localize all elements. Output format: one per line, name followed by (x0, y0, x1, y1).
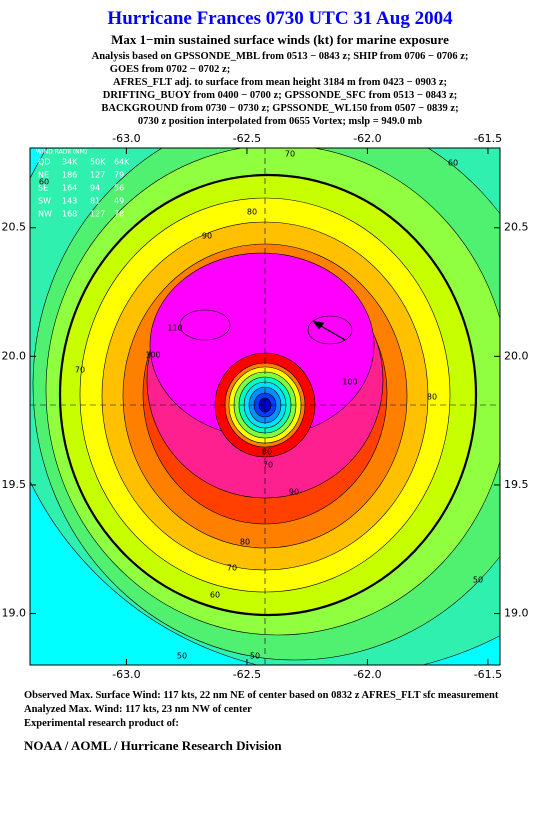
wind-radii-cell: SW (38, 197, 51, 206)
analysis-line: 0730 z position interpolated from 0655 V… (137, 116, 423, 127)
y-tick-label: 20.0 (504, 349, 529, 362)
wind-radii-cell: SE (38, 184, 48, 193)
contour-label: 70 (75, 366, 85, 375)
analysis-line: DRIFTING_BUOY from 0400 − 0700 z; GPSSON… (102, 90, 458, 101)
contour-label: 80 (240, 538, 250, 547)
wind-radii-cell: 127 (90, 171, 105, 180)
y-tick-label: 20.5 (2, 221, 27, 234)
y-tick-label: 19.0 (2, 607, 27, 620)
x-tick-label: -61.5 (474, 132, 502, 145)
contour-label: 50 (473, 576, 483, 585)
title: Hurricane Frances 0730 UTC 31 Aug 2004 (107, 8, 453, 29)
x-tick-label: -63.0 (112, 132, 140, 145)
wind-radii-title: WIND RADII (NM) (36, 149, 87, 156)
wind-radii-cell: 164 (62, 184, 77, 193)
contour-label: 90 (289, 488, 299, 497)
x-tick-label: -62.0 (353, 668, 381, 681)
contour-label: 80 (247, 208, 257, 217)
contour-label: 70 (285, 150, 295, 159)
wind-radii-table: WIND RADII (NM) QD 34K 50K 64K NE 186 127 79 SE 1… (36, 149, 130, 219)
footer-line: Observed Max. Surface Wind: 117 kts, 22 … (24, 690, 499, 701)
analysis-line: GOES from 0702 − 0702 z; (109, 64, 231, 75)
contours (30, 148, 500, 665)
wind-radii-cell: 127 (90, 210, 105, 219)
organization: NOAA / AOML / Hurricane Research Divisio… (24, 738, 282, 753)
wind-radii-header: QD (38, 158, 50, 167)
wind-radii-header: 64K (114, 158, 130, 167)
contour-label: 60 (210, 591, 220, 600)
contour-label: 70 (263, 461, 273, 470)
y-tick-label: 19.5 (504, 478, 529, 491)
contour-labels: 70 60 80 90 110 100 70 80 100 80 70 90 8… (39, 150, 483, 661)
wind-radii-cell: 94 (90, 184, 100, 193)
analysis-line: AFRES_FLT adj. to surface from mean heig… (113, 77, 447, 88)
contour-label: 60 (39, 178, 49, 187)
analysis-line: Analysis based on GPSSONDE_MBL from 0513… (91, 51, 469, 62)
contour-label: 70 (227, 564, 237, 573)
wind-radii-cell: 49 (114, 197, 124, 206)
plot-frame (29, 147, 501, 666)
contour-label: 50 (250, 652, 260, 661)
y-tick-label: 20.0 (2, 349, 27, 362)
contour-label: 100 (342, 378, 357, 387)
wind-radii-cell: 81 (90, 197, 100, 206)
wind-radii-cell: 186 (62, 171, 77, 180)
analysis-line: BACKGROUND from 0730 − 0730 z; GPSSONDE_… (101, 103, 459, 114)
wind-radii-header: 34K (62, 158, 78, 167)
contour-label: 50 (177, 652, 187, 661)
contour-label: 110 (167, 324, 182, 333)
wind-radii-cell: 143 (62, 197, 77, 206)
wind-map: 70 60 80 90 110 100 70 80 100 80 70 90 8… (2, 132, 529, 681)
contour-label: 100 (145, 351, 160, 360)
y-tick-label: 20.5 (504, 221, 529, 234)
subtitle: Max 1−min sustained surface winds (kt) f… (111, 32, 449, 47)
wind-radii-header: 50K (90, 158, 106, 167)
y-tick-label: 19.0 (504, 607, 529, 620)
x-tick-label: -63.0 (112, 668, 140, 681)
wind-radii-cell: 78 (114, 210, 124, 219)
y-tick-label: 19.5 (2, 478, 27, 491)
x-tick-label: -62.5 (233, 132, 261, 145)
footer-line: Experimental research product of: (24, 718, 179, 729)
footer-line: Analyzed Max. Wind: 117 kts, 23 nm NW of… (24, 704, 252, 715)
wind-radii-cell: NE (38, 171, 49, 180)
x-tick-label: -62.5 (233, 668, 261, 681)
wind-radii-cell: NW (38, 210, 52, 219)
contour-label: 90 (202, 232, 212, 241)
contour-label: 80 (427, 393, 437, 402)
wind-radii-cell: 168 (62, 210, 77, 219)
contour-label: 60 (448, 159, 458, 168)
wind-radii-cell: 56 (114, 184, 124, 193)
contour-label: 80 (262, 448, 272, 457)
wind-radii-cell: 79 (114, 171, 124, 180)
x-tick-label: -62.0 (353, 132, 381, 145)
x-tick-label: -61.5 (474, 668, 502, 681)
